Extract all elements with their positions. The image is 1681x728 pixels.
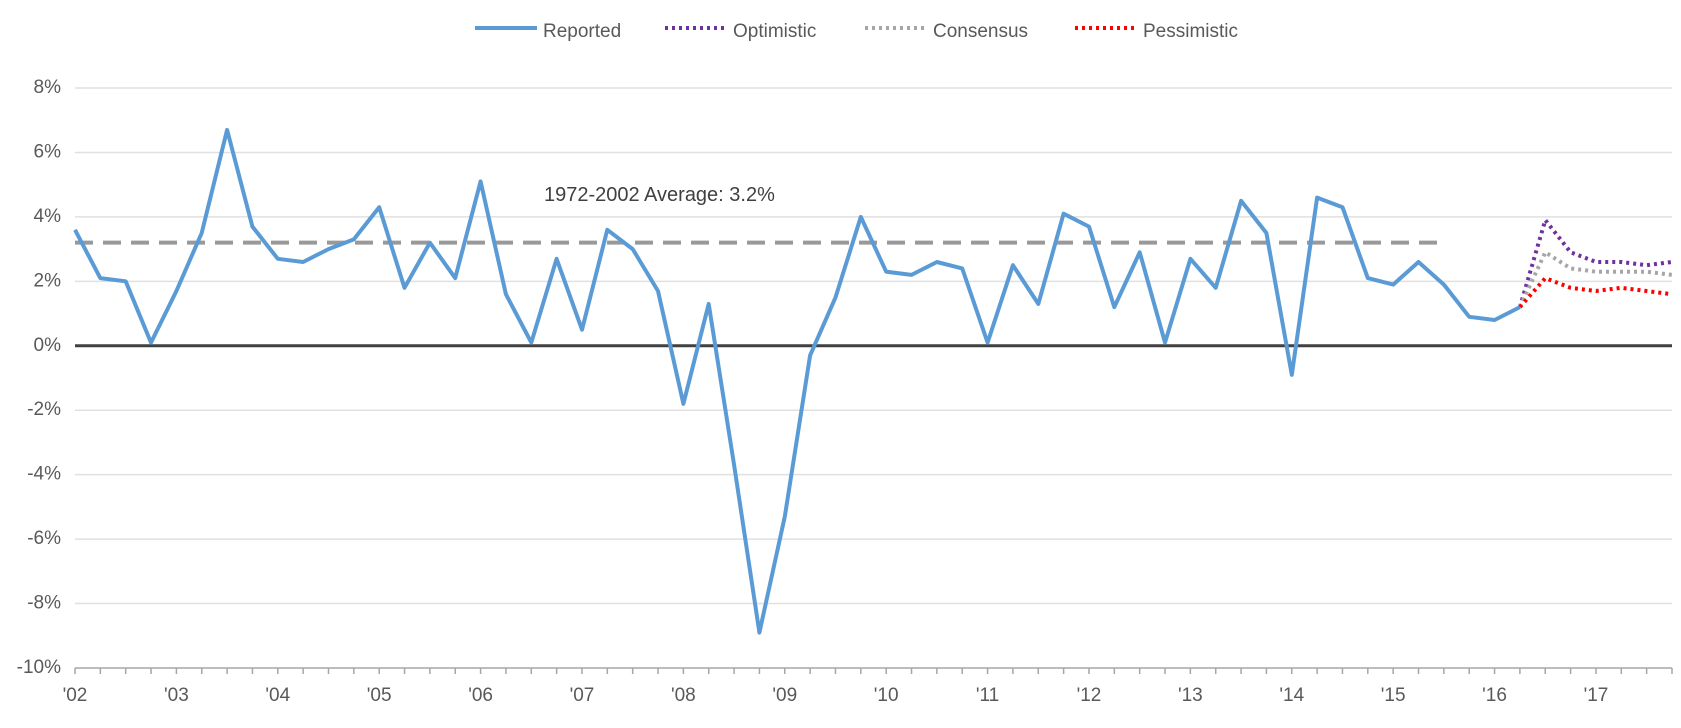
x-tick-label: '15: [1381, 685, 1406, 706]
legend-label: Pessimistic: [1143, 21, 1238, 42]
x-tick-label: '02: [63, 685, 88, 706]
series-line: [1518, 276, 1673, 309]
average-label: 1972-2002 Average: 3.2%: [544, 184, 775, 206]
y-tick-label: 0%: [34, 335, 62, 356]
x-tick-label: '17: [1584, 685, 1609, 706]
x-tick-label: '09: [772, 685, 797, 706]
legend-label: Consensus: [933, 21, 1028, 42]
y-tick-label: -10%: [17, 657, 61, 678]
y-tick-label: 6%: [34, 141, 62, 162]
x-tick-label: '14: [1279, 685, 1304, 706]
x-tick-label: '07: [570, 685, 595, 706]
x-tick-label: '04: [265, 685, 290, 706]
x-tick-label: '05: [367, 685, 392, 706]
x-tick-label: '03: [164, 685, 189, 706]
x-tick-label: '10: [874, 685, 899, 706]
x-tick-label: '12: [1077, 685, 1102, 706]
legend-label: Optimistic: [733, 21, 816, 42]
y-tick-label: -4%: [27, 464, 61, 485]
x-tick-label: '08: [671, 685, 696, 706]
x-tick-label: '13: [1178, 685, 1203, 706]
x-tick-label: '16: [1482, 685, 1507, 706]
y-tick-label: 4%: [34, 206, 62, 227]
y-tick-label: -6%: [27, 528, 61, 549]
y-tick-label: 2%: [34, 270, 62, 291]
series-line: [1517, 218, 1673, 308]
y-tick-label: -2%: [27, 399, 61, 420]
x-tick-label: '11: [976, 685, 999, 706]
series-line: [73, 127, 1521, 635]
legend-label: Reported: [543, 21, 621, 42]
x-tick-label: '06: [468, 685, 493, 706]
y-tick-label: -8%: [27, 593, 61, 614]
y-tick-label: 8%: [34, 77, 62, 98]
